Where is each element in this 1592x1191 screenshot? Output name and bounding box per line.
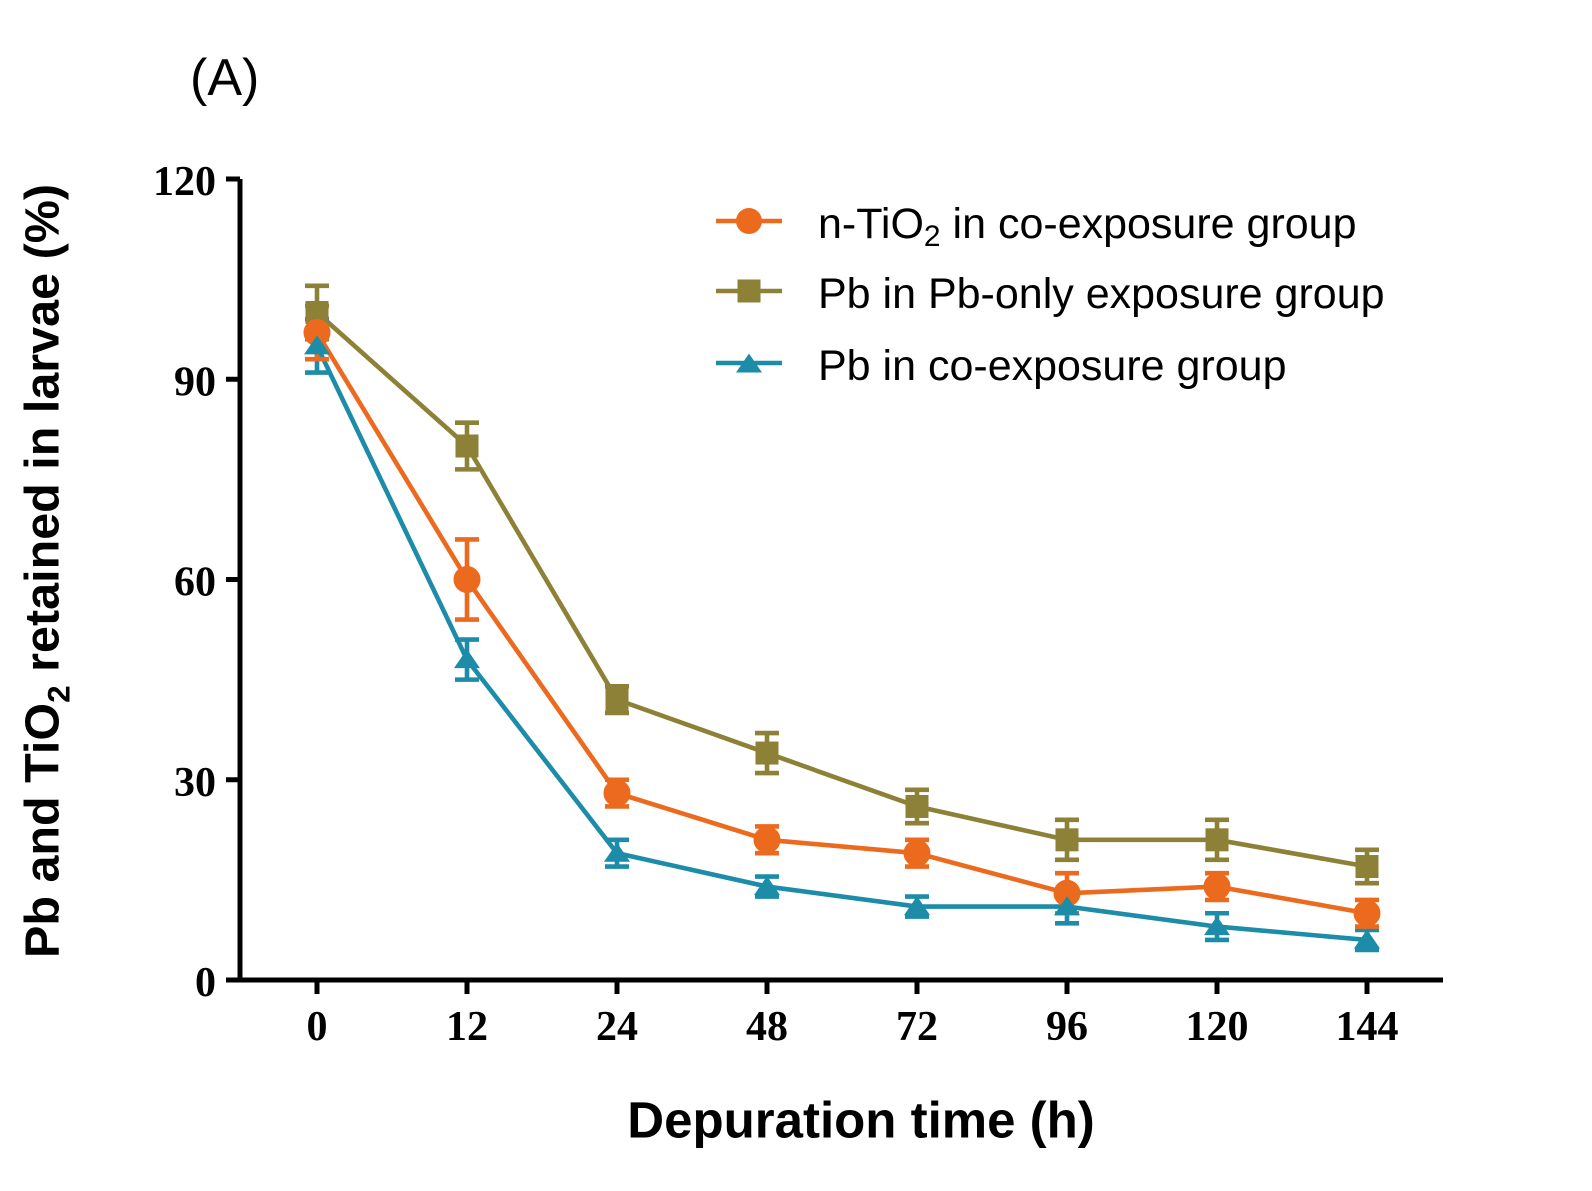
svg-text:30: 30 xyxy=(174,760,216,806)
svg-text:Pb in co-exposure group: Pb in co-exposure group xyxy=(818,342,1287,390)
svg-text:120: 120 xyxy=(153,159,216,205)
svg-text:72: 72 xyxy=(896,1004,938,1050)
svg-text:90: 90 xyxy=(174,359,216,405)
svg-text:0: 0 xyxy=(307,1004,328,1050)
svg-text:24: 24 xyxy=(596,1004,638,1050)
svg-text:60: 60 xyxy=(174,560,216,606)
svg-text:96: 96 xyxy=(1046,1004,1088,1050)
svg-text:0: 0 xyxy=(195,960,216,1006)
svg-text:48: 48 xyxy=(746,1004,788,1050)
svg-text:12: 12 xyxy=(446,1004,488,1050)
svg-text:120: 120 xyxy=(1186,1004,1249,1050)
svg-text:144: 144 xyxy=(1336,1004,1399,1050)
svg-text:n-TiO2 in co-exposure group: n-TiO2 in co-exposure group xyxy=(818,200,1357,253)
svg-text:Pb in Pb-only exposure group: Pb in Pb-only exposure group xyxy=(818,270,1385,318)
